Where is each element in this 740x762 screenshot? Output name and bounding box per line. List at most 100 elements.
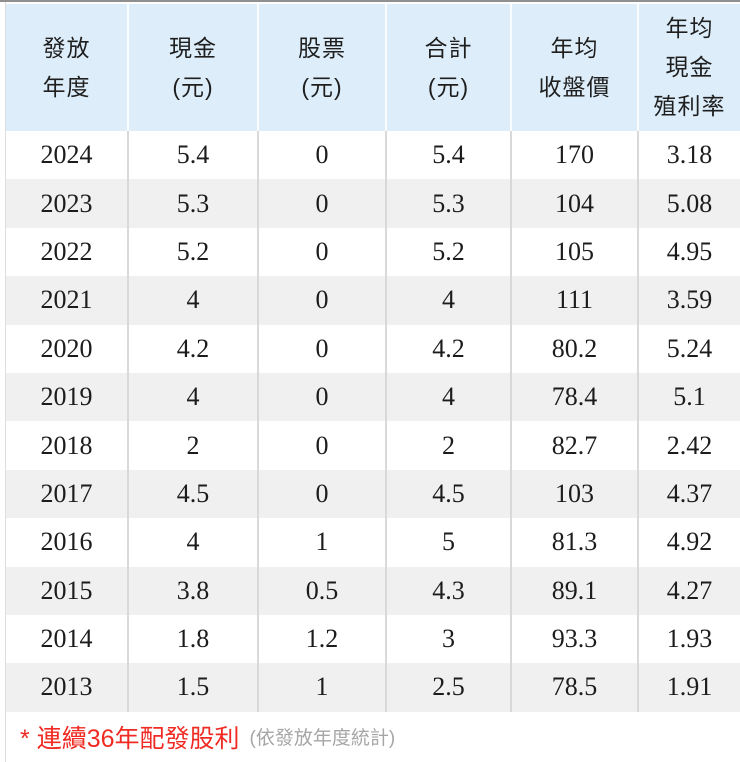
column-header-avg-close: 年均 收盤價 xyxy=(510,4,637,131)
column-header-line: 年均 xyxy=(665,15,714,41)
cell-year: 2020 xyxy=(40,333,93,363)
column-header-cash-yield: 年均 現金 殖利率 xyxy=(637,4,740,131)
cell-total: 4 xyxy=(385,372,510,422)
footnote-suffix: (依發放年度統計) xyxy=(249,728,396,750)
cell-avg-close: 93.3 xyxy=(510,614,637,664)
cell-year: 2017 xyxy=(40,478,93,508)
column-header-stock: 股票 (元) xyxy=(257,4,385,131)
table-row-2017: 2017 4.5 0 4.5 103 4.37 xyxy=(6,469,740,519)
cell-cash: 5.4 xyxy=(127,131,257,180)
cell-year: 2022 xyxy=(40,236,93,266)
cell-stock: 0 xyxy=(257,324,385,373)
cell-cash-yield: 5.08 xyxy=(637,179,740,228)
cell-stock: 1.2 xyxy=(257,614,385,664)
table-content: 發放 年度 現金 (元) 股票 (元) 合計 (元) 年均 收盤價 年均 現金 殖利率 2024 5.4 0… xyxy=(6,2,740,762)
cell-total: 3 xyxy=(385,614,510,664)
column-header-line: (元) xyxy=(301,73,343,100)
cell-cash: 5.2 xyxy=(127,227,257,277)
table-row-2024: 2024 5.4 0 5.4 170 3.18 xyxy=(6,131,740,180)
table-row-2015: 2015 3.8 0.5 4.3 89.1 4.27 xyxy=(6,566,740,615)
table-row-2022: 2022 5.2 0 5.2 105 4.95 xyxy=(6,227,740,277)
table-row-2018: 2018 2 0 2 82.7 2.42 xyxy=(6,421,740,470)
table-row-2019: 2019 4 0 4 78.4 5.1 xyxy=(6,372,740,422)
table-row-2013: 2013 1.5 1 2.5 78.5 1.91 xyxy=(6,663,740,712)
cell-total: 5.3 xyxy=(385,179,510,228)
cell-cash-yield: 4.37 xyxy=(637,469,740,519)
cell-stock: 1 xyxy=(257,663,385,712)
cell-total: 4.3 xyxy=(385,566,510,615)
cell-year: 2024 xyxy=(40,140,93,170)
cell-cash-yield: 1.91 xyxy=(637,663,740,712)
cell-cash: 4 xyxy=(127,518,257,567)
cell-cash: 4.5 xyxy=(127,469,257,519)
cell-avg-close: 80.2 xyxy=(510,324,637,373)
cell-cash-yield: 3.18 xyxy=(637,131,740,180)
cell-stock: 0.5 xyxy=(257,566,385,615)
cell-year: 2021 xyxy=(40,285,93,315)
column-header-line: 年均 xyxy=(550,34,599,61)
column-header-line: 殖利率 xyxy=(653,93,726,119)
cell-total: 2.5 xyxy=(385,663,510,712)
footnote: * 連續36年配發股利 (依發放年度統計) xyxy=(6,712,740,762)
cell-total: 5.2 xyxy=(385,227,510,277)
column-header-line: 股票 xyxy=(298,34,346,61)
table-row-2023: 2023 5.3 0 5.3 104 5.08 xyxy=(6,179,740,228)
cell-cash-yield: 5.24 xyxy=(637,324,740,373)
cell-stock: 0 xyxy=(257,227,385,277)
cell-avg-close: 89.1 xyxy=(510,566,637,615)
table-row-2020: 2020 4.2 0 4.2 80.2 5.24 xyxy=(6,324,740,373)
column-header-line: 現金 xyxy=(665,54,714,80)
cell-cash: 2 xyxy=(127,421,257,470)
cell-total: 5 xyxy=(385,518,510,567)
cell-stock: 1 xyxy=(257,518,385,567)
column-header-line: 收盤價 xyxy=(538,73,611,100)
cell-cash: 4 xyxy=(127,372,257,422)
table-row-2021: 2021 4 0 4 111 3.59 xyxy=(6,276,740,325)
cell-stock: 0 xyxy=(257,179,385,228)
cell-year: 2018 xyxy=(40,430,93,460)
cell-year: 2015 xyxy=(40,575,93,605)
column-header-year: 發放 年度 xyxy=(6,4,127,131)
cell-cash: 3.8 xyxy=(127,566,257,615)
column-header-line: 現金 xyxy=(169,34,217,61)
cell-total: 5.4 xyxy=(385,131,510,180)
left-border-line xyxy=(5,2,6,762)
cell-year: 2013 xyxy=(40,672,93,702)
cell-avg-close: 103 xyxy=(510,469,637,519)
footnote-marker: * xyxy=(20,724,30,753)
cell-year: 2016 xyxy=(40,527,93,557)
cell-cash-yield: 4.27 xyxy=(637,566,740,615)
cell-cash-yield: 5.1 xyxy=(637,372,740,422)
table-header-row: 發放 年度 現金 (元) 股票 (元) 合計 (元) 年均 收盤價 年均 現金 殖利率 xyxy=(6,4,740,131)
cell-cash-yield: 2.42 xyxy=(637,421,740,470)
cell-avg-close: 81.3 xyxy=(510,518,637,567)
cell-total: 4 xyxy=(385,276,510,325)
cell-total: 4.2 xyxy=(385,324,510,373)
column-header-line: (元) xyxy=(427,73,470,100)
cell-cash: 4.2 xyxy=(127,324,257,373)
cell-stock: 0 xyxy=(257,421,385,470)
cell-avg-close: 170 xyxy=(510,131,637,180)
cell-stock: 0 xyxy=(257,372,385,422)
cell-avg-close: 104 xyxy=(510,179,637,228)
cell-cash-yield: 1.93 xyxy=(637,614,740,664)
cell-avg-close: 111 xyxy=(510,276,637,325)
cell-cash-yield: 4.95 xyxy=(637,227,740,277)
table-row-2014: 2014 1.8 1.2 3 93.3 1.93 xyxy=(6,614,740,664)
column-header-line: 合計 xyxy=(424,34,473,61)
cell-year: 2014 xyxy=(40,624,93,654)
table-body: 2024 5.4 0 5.4 170 3.18 2023 5.3 0 5.3 104 5.08 2022… xyxy=(6,131,740,712)
cell-stock: 0 xyxy=(257,276,385,325)
cell-stock: 0 xyxy=(257,469,385,519)
cell-year: 2019 xyxy=(40,382,93,412)
cell-total: 2 xyxy=(385,421,510,470)
cell-year: 2023 xyxy=(40,188,93,218)
footnote-highlight: * 連續36年配發股利 xyxy=(20,719,240,755)
cell-cash: 1.5 xyxy=(127,663,257,712)
cell-avg-close: 105 xyxy=(510,227,637,277)
column-header-total: 合計 (元) xyxy=(385,4,510,131)
column-header-line: (元) xyxy=(172,73,214,100)
table-row-2016: 2016 4 1 5 81.3 4.92 xyxy=(6,518,740,567)
cell-avg-close: 78.5 xyxy=(510,663,637,712)
